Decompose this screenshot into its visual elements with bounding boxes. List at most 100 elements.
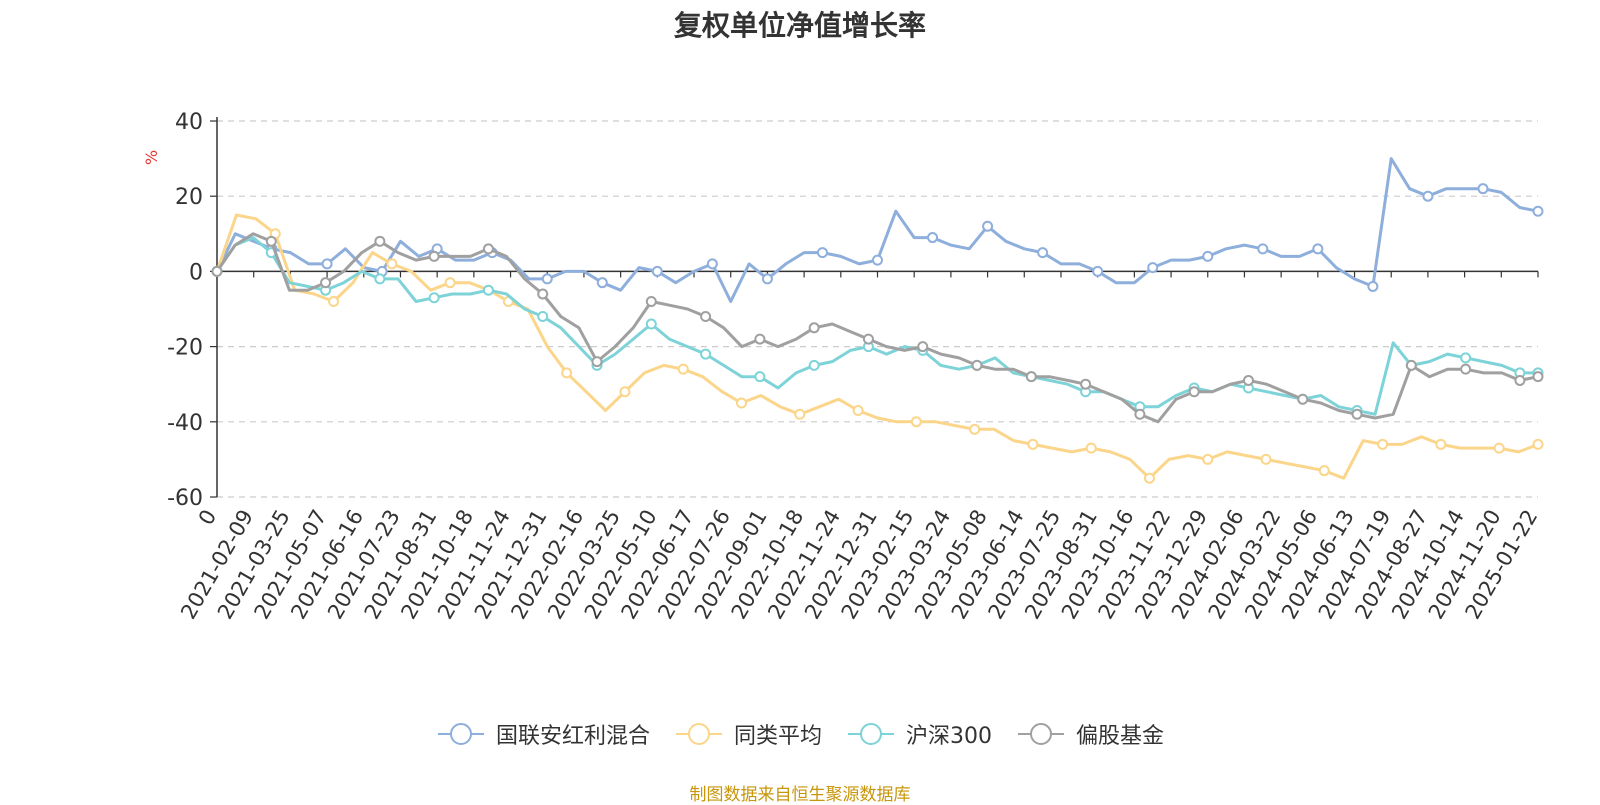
series-point-3 xyxy=(591,356,603,368)
series-point-3 xyxy=(1405,359,1417,371)
series-point-2 xyxy=(808,359,820,371)
legend-marker-icon xyxy=(1018,723,1064,745)
series-point-0 xyxy=(1257,243,1269,255)
series-point-3 xyxy=(1242,374,1254,386)
legend-marker-icon xyxy=(848,723,894,745)
series-point-0 xyxy=(872,254,883,266)
series-point-2 xyxy=(754,371,766,383)
y-tick-label: 0 xyxy=(189,260,203,285)
legend: 国联安红利混合 同类平均 沪深300 偏股基金 xyxy=(0,718,1600,750)
series-point-1 xyxy=(561,367,573,379)
series-point-1 xyxy=(852,405,864,417)
series-point-2 xyxy=(428,292,440,304)
series-point-3 xyxy=(700,311,712,323)
series-point-1 xyxy=(677,363,689,375)
series-point-0 xyxy=(1092,265,1104,277)
series-point-0 xyxy=(1367,280,1379,292)
series-point-0 xyxy=(1147,262,1159,274)
y-tick-label: -20 xyxy=(167,336,203,361)
series-point-2 xyxy=(374,273,386,285)
series-point-3 xyxy=(320,277,332,289)
series-point-3 xyxy=(1460,363,1472,375)
series-point-0 xyxy=(596,277,608,289)
y-tick-label: -60 xyxy=(167,486,203,511)
legend-label: 国联安红利混合 xyxy=(495,724,650,749)
series-point-3 xyxy=(1351,408,1363,420)
series-point-3 xyxy=(971,359,983,371)
legend-item-series-3[interactable]: 偏股基金 xyxy=(1016,718,1164,750)
series-point-1 xyxy=(328,295,340,307)
series-point-3 xyxy=(1188,386,1200,398)
series-point-0 xyxy=(706,258,718,270)
series-point-3 xyxy=(1080,378,1092,390)
legend-label: 沪深300 xyxy=(906,724,992,749)
series-point-3 xyxy=(211,265,223,277)
legend-label: 偏股基金 xyxy=(1076,724,1165,749)
series-point-1 xyxy=(619,386,631,398)
series-point-1 xyxy=(1377,438,1389,450)
series-point-0 xyxy=(816,247,828,259)
y-tick-label: 20 xyxy=(175,185,203,210)
series-point-1 xyxy=(386,258,398,270)
series-point-1 xyxy=(1027,438,1039,450)
series-point-3 xyxy=(1025,371,1037,383)
x-tick-label: 0 xyxy=(194,506,221,530)
series-point-3 xyxy=(1297,393,1309,405)
series-point-1 xyxy=(1435,438,1447,450)
series-point-1 xyxy=(1260,453,1272,465)
series-point-1 xyxy=(1493,442,1505,454)
y-tick-label: 40 xyxy=(175,110,203,135)
legend-label: 同类平均 xyxy=(733,724,822,749)
series-point-1 xyxy=(736,397,748,409)
series-point-0 xyxy=(761,273,773,285)
series-point-3 xyxy=(808,322,820,334)
series-point-1 xyxy=(444,277,456,289)
series-point-1 xyxy=(910,416,922,428)
series-point-1 xyxy=(1532,438,1544,450)
series-point-0 xyxy=(1422,190,1434,202)
series-point-0 xyxy=(1312,243,1324,255)
legend-item-series-2[interactable]: 沪深300 xyxy=(846,718,992,750)
series-point-0 xyxy=(321,258,333,270)
series-point-1 xyxy=(794,408,806,420)
legend-item-series-0[interactable]: 国联安红利混合 xyxy=(436,718,650,750)
series-point-0 xyxy=(1532,205,1544,217)
series-point-0 xyxy=(1477,183,1489,195)
series-point-2 xyxy=(482,284,494,296)
series-point-3 xyxy=(862,333,874,345)
series-point-3 xyxy=(265,235,277,247)
series-point-3 xyxy=(482,243,494,255)
series-line-1 xyxy=(215,213,1539,480)
series-point-2 xyxy=(1460,352,1472,364)
source-footer: 制图数据来自恒生聚源数据库 xyxy=(689,785,911,805)
series-point-1 xyxy=(1143,472,1155,484)
series-point-3 xyxy=(1532,371,1544,383)
series-point-2 xyxy=(645,318,657,330)
series-point-1 xyxy=(1085,442,1097,454)
chart-title: 复权单位净值增长率 xyxy=(673,9,926,42)
series-point-1 xyxy=(1202,453,1214,465)
series-point-1 xyxy=(1318,465,1330,477)
series-point-2 xyxy=(537,311,549,323)
series-point-0 xyxy=(541,273,553,285)
series-point-3 xyxy=(917,341,929,353)
series-point-3 xyxy=(374,235,386,247)
series-point-0 xyxy=(1202,250,1214,262)
series-point-0 xyxy=(982,220,994,232)
series-point-3 xyxy=(1134,408,1146,420)
legend-item-series-1[interactable]: 同类平均 xyxy=(674,718,822,750)
series-point-3 xyxy=(537,288,549,300)
series-point-0 xyxy=(927,232,939,244)
series-line-0 xyxy=(215,157,1539,303)
series-point-2 xyxy=(700,348,712,360)
series-point-3 xyxy=(645,295,657,307)
series-point-1 xyxy=(969,423,981,435)
legend-marker-icon xyxy=(437,723,484,745)
legend-marker-icon xyxy=(675,723,722,745)
series-point-0 xyxy=(651,265,663,277)
series-point-0 xyxy=(1037,247,1049,259)
series-point-3 xyxy=(754,333,766,345)
series-point-3 xyxy=(1514,374,1526,386)
y-tick-label: -40 xyxy=(167,411,203,436)
